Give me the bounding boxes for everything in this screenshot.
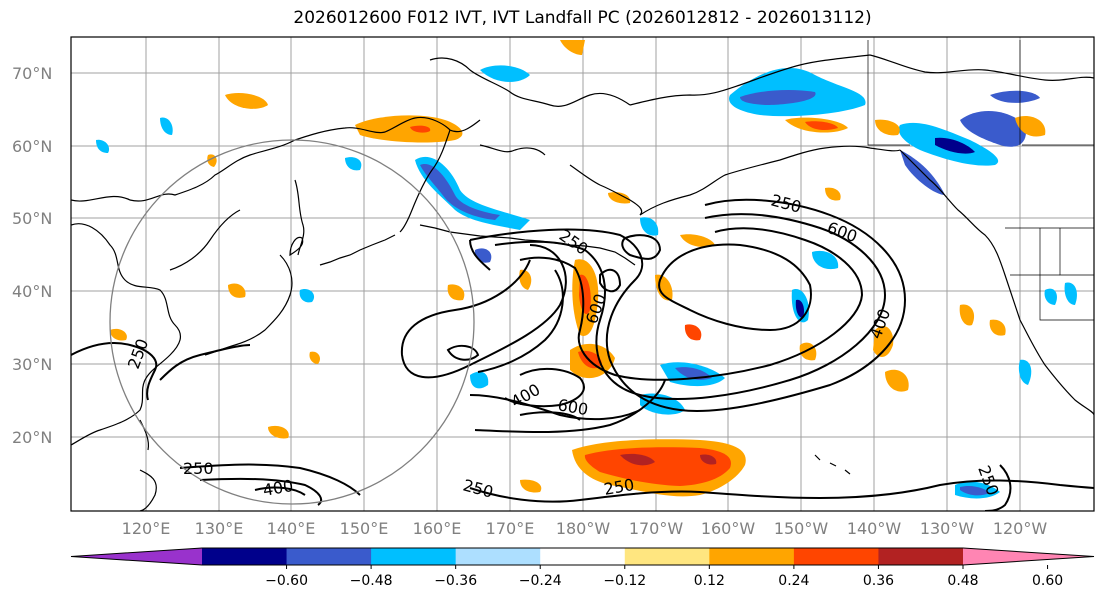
colorbar-extend-low xyxy=(71,548,202,565)
lon-axis-labels: 120°E 130°E 140°E 150°E 160°E 170°E 180°… xyxy=(122,519,1048,538)
lat-label: 30°N xyxy=(12,355,52,374)
contour-label: 250 xyxy=(183,459,214,478)
colorbar-swatch xyxy=(540,548,626,565)
colorbar-tick-label: −0.12 xyxy=(603,573,646,589)
map-frame xyxy=(70,36,1095,512)
lon-label: 160°E xyxy=(413,519,462,538)
borders xyxy=(867,40,1094,321)
colorbar-swatch xyxy=(286,548,372,565)
map-title: 2026012600 F012 IVT, IVT Landfall PC (20… xyxy=(293,8,872,28)
ivt-contours xyxy=(71,198,1094,511)
colorbar-swatch xyxy=(709,548,795,565)
colorbar-tick-label: −0.24 xyxy=(519,573,562,589)
lon-label: 180°W xyxy=(556,519,611,538)
lon-label: 130°W xyxy=(920,519,975,538)
colorbar-tick-label: −0.48 xyxy=(350,573,393,589)
colorbar-tick-label: 0.36 xyxy=(863,573,894,589)
lon-label: 120°E xyxy=(122,519,171,538)
landfall-circle xyxy=(109,139,475,505)
colorbar-tick-label: 0.24 xyxy=(778,573,809,589)
colorbar-tick-label: 0.12 xyxy=(694,573,725,589)
lat-label: 70°N xyxy=(12,64,52,83)
colorbar-swatch xyxy=(624,548,710,565)
lon-label: 140°E xyxy=(267,519,316,538)
colorbar: −0.60 −0.48 −0.36 −0.24 −0.12 0.12 0.24 0.36 0.4… xyxy=(70,547,1095,589)
lon-label: 150°W xyxy=(774,519,829,538)
colorbar-tick-label: −0.36 xyxy=(434,573,477,589)
lon-label: 170°W xyxy=(629,519,684,538)
lon-label: 150°E xyxy=(340,519,389,538)
lat-label: 20°N xyxy=(12,428,52,447)
colorbar-tick-label: 0.48 xyxy=(947,573,978,589)
colorbar-swatch xyxy=(455,548,541,565)
lat-label: 60°N xyxy=(12,137,52,156)
colorbar-extend-high xyxy=(963,548,1094,565)
lat-axis-labels: 70°N 60°N 50°N 40°N 30°N 20°N xyxy=(12,64,52,447)
lon-label: 130°E xyxy=(195,519,244,538)
lat-label: 50°N xyxy=(12,209,52,228)
lat-label: 40°N xyxy=(12,282,52,301)
colorbar-tick-label: −0.60 xyxy=(265,573,308,589)
colorbar-swatch xyxy=(371,548,457,565)
lon-label: 140°W xyxy=(847,519,902,538)
colorbar-swatch xyxy=(878,548,964,565)
lon-label: 120°W xyxy=(993,519,1048,538)
colorbar-swatch xyxy=(793,548,879,565)
lon-label: 160°W xyxy=(701,519,756,538)
colorbar-outline xyxy=(70,547,1095,566)
colorbar-tick-label: 0.60 xyxy=(1032,573,1063,589)
lon-label: 170°E xyxy=(486,519,535,538)
colorbar-swatch xyxy=(202,548,288,565)
